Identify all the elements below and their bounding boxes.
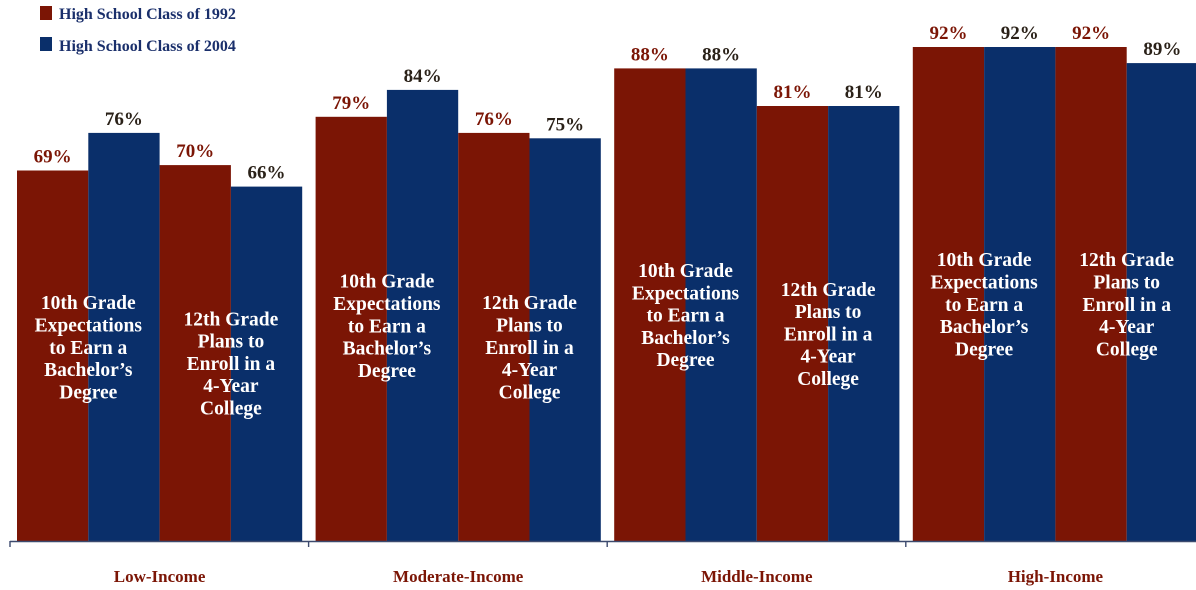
measure-label-middle-income-m10: Expectations xyxy=(632,283,740,304)
measure-label-low-income-m10: 10th Grade xyxy=(41,293,136,314)
measure-label-high-income-m10: 10th Grade xyxy=(937,250,1032,271)
value-label-middle-income-m12-class-2004: 81% xyxy=(845,82,883,103)
measure-label-moderate-income-m12: 4-Year xyxy=(502,360,558,381)
bar-low-income-m12-class-2004 xyxy=(230,186,303,541)
value-label-moderate-income-m10-class-2004: 84% xyxy=(404,66,442,87)
measure-label-high-income-m10: to Earn a xyxy=(945,295,1023,316)
bar-high-income-m12-class-2004 xyxy=(1126,63,1196,541)
category-label-high-income: High-Income xyxy=(1008,567,1104,586)
value-label-middle-income-m10-class-2004: 88% xyxy=(702,44,740,65)
bar-high-income-m10-class-1992 xyxy=(912,47,985,541)
measure-label-high-income-m10: Bachelor’s xyxy=(940,317,1029,338)
measure-label-moderate-income-m10: Expectations xyxy=(333,294,441,315)
measure-label-low-income-m10: Bachelor’s xyxy=(44,360,133,381)
x-axis: Low-Income Moderate-Income Middle-Income Hi… xyxy=(9,540,1196,586)
bar-moderate-income-m12-class-1992 xyxy=(458,132,530,541)
value-label-low-income-m10-class-1992: 69% xyxy=(34,147,72,168)
measure-label-high-income-m12: 4-Year xyxy=(1099,317,1155,338)
measure-label-middle-income-m12: College xyxy=(797,369,859,390)
bar-high-income-m10-class-2004 xyxy=(984,47,1056,541)
value-label-moderate-income-m12-class-1992: 76% xyxy=(475,109,513,130)
legend-swatch-class-1992 xyxy=(40,6,52,20)
value-label-high-income-m12-class-2004: 89% xyxy=(1143,39,1181,60)
measure-label-low-income-m12: 12th Grade xyxy=(184,309,279,330)
value-label-high-income-m10-class-2004: 92% xyxy=(1001,23,1039,44)
measure-label-high-income-m10: Expectations xyxy=(930,273,1038,294)
bar-middle-income-m12-class-1992 xyxy=(756,106,829,541)
value-label-moderate-income-m10-class-1992: 79% xyxy=(332,93,370,114)
bar-middle-income-m12-class-2004 xyxy=(828,106,900,541)
bar-middle-income-m10-class-2004 xyxy=(685,68,757,542)
measure-label-low-income-m12: Plans to xyxy=(198,332,265,353)
value-label-middle-income-m10-class-1992: 88% xyxy=(631,44,669,65)
bar-low-income-m10-class-1992 xyxy=(17,170,89,541)
bar-moderate-income-m10-class-1992 xyxy=(315,116,387,542)
legend-label-class-2004: High School Class of 2004 xyxy=(59,38,236,55)
value-label-low-income-m12-class-1992: 70% xyxy=(176,141,214,162)
measure-label-middle-income-m10: 10th Grade xyxy=(638,261,733,282)
measure-label-moderate-income-m10: Bachelor’s xyxy=(343,339,432,360)
value-label-moderate-income-m12-class-2004: 75% xyxy=(546,114,584,135)
measure-label-moderate-income-m12: Plans to xyxy=(496,316,563,337)
measure-label-low-income-m12: Enroll in a xyxy=(187,354,276,375)
bar-low-income-m12-class-1992 xyxy=(159,165,231,541)
measure-label-high-income-m12: College xyxy=(1096,339,1158,360)
bar-middle-income-m10-class-1992 xyxy=(614,68,686,542)
bar-moderate-income-m10-class-2004 xyxy=(386,89,459,542)
measure-label-low-income-m12: College xyxy=(200,399,262,420)
measure-label-moderate-income-m10: Degree xyxy=(358,361,416,382)
measure-label-moderate-income-m12: College xyxy=(499,382,561,403)
bar-high-income-m12-class-1992 xyxy=(1055,47,1127,541)
value-label-high-income-m10-class-1992: 92% xyxy=(930,23,968,44)
value-label-high-income-m12-class-1992: 92% xyxy=(1072,23,1110,44)
legend-swatch-class-2004 xyxy=(40,37,52,51)
measure-label-middle-income-m10: Degree xyxy=(656,350,714,371)
measure-label-low-income-m10: Degree xyxy=(59,382,117,403)
measure-label-low-income-m12: 4-Year xyxy=(203,376,259,397)
category-label-low-income: Low-Income xyxy=(114,567,206,586)
measure-label-high-income-m12: Enroll in a xyxy=(1082,295,1171,316)
measure-label-moderate-income-m10: 10th Grade xyxy=(340,272,435,293)
measure-label-low-income-m10: to Earn a xyxy=(49,338,127,359)
measure-label-moderate-income-m12: Enroll in a xyxy=(485,338,574,359)
legend: High School Class of 1992 High School Cl… xyxy=(40,6,236,55)
measure-label-moderate-income-m12: 12th Grade xyxy=(482,293,577,314)
measure-label-low-income-m10: Expectations xyxy=(35,316,143,337)
measure-label-middle-income-m12: Enroll in a xyxy=(784,324,873,345)
measure-label-high-income-m10: Degree xyxy=(955,339,1013,360)
bar-moderate-income-m12-class-2004 xyxy=(529,138,601,542)
measure-label-middle-income-m10: to Earn a xyxy=(647,306,725,327)
measure-label-middle-income-m10: Bachelor’s xyxy=(641,328,730,349)
measure-label-high-income-m12: 12th Grade xyxy=(1079,250,1174,271)
bar-low-income-m10-class-2004 xyxy=(88,132,160,541)
measure-label-moderate-income-m10: to Earn a xyxy=(348,316,426,337)
measure-label-middle-income-m12: 12th Grade xyxy=(781,280,876,301)
measure-label-high-income-m12: Plans to xyxy=(1093,273,1160,294)
value-label-low-income-m10-class-2004: 76% xyxy=(105,109,143,130)
category-label-moderate-income: Moderate-Income xyxy=(393,567,524,586)
category-label-middle-income: Middle-Income xyxy=(701,567,813,586)
value-label-middle-income-m12-class-1992: 81% xyxy=(774,82,812,103)
legend-label-class-1992: High School Class of 1992 xyxy=(59,6,236,23)
measure-label-middle-income-m12: 4-Year xyxy=(800,347,856,368)
value-label-low-income-m12-class-2004: 66% xyxy=(248,163,286,184)
measure-label-middle-income-m12: Plans to xyxy=(795,302,862,323)
